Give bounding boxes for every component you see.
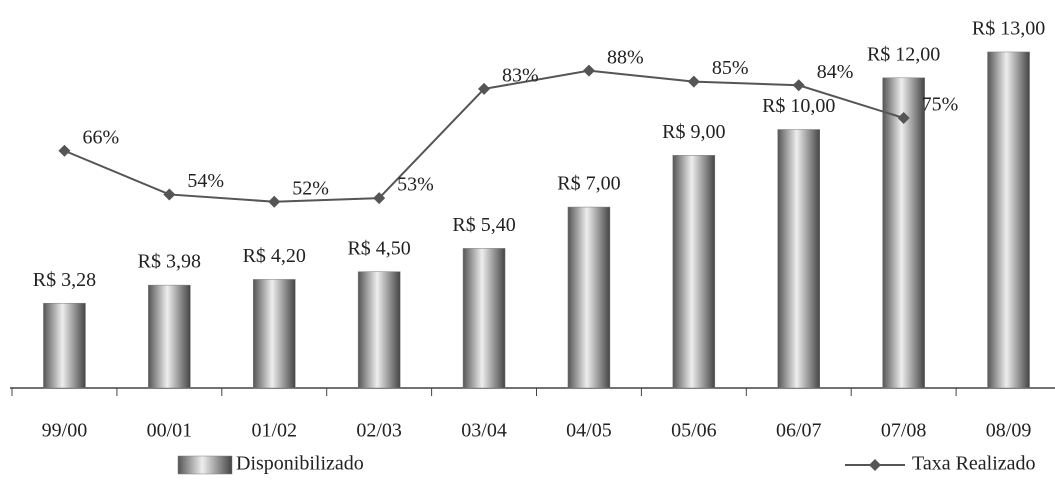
bar-value-label: R$ 12,00: [867, 43, 940, 65]
legend-swatch-point: [869, 459, 881, 471]
legend-label: Disponibilizado: [236, 453, 364, 475]
line-value-label: 52%: [292, 177, 329, 199]
line-value-label: 66%: [82, 126, 119, 148]
bar-value-label: R$ 5,40: [452, 214, 515, 236]
bar-value-label: R$ 4,50: [347, 237, 410, 259]
bar: [148, 284, 191, 389]
bar: [357, 271, 401, 389]
line-value-label: 75%: [922, 94, 959, 116]
x-tick-label: 01/02: [251, 420, 297, 442]
x-tick-label: 08/09: [986, 420, 1032, 442]
line-value-label: 53%: [397, 174, 434, 196]
line-point: [687, 75, 700, 88]
bar: [672, 155, 716, 389]
line-point: [268, 195, 281, 208]
bar: [987, 51, 1030, 389]
bar: [43, 302, 86, 389]
bar-value-label: R$ 7,00: [557, 173, 620, 195]
x-tick-label: 03/04: [461, 420, 507, 442]
bar: [462, 248, 506, 389]
bar-value-label: R$ 13,00: [972, 18, 1045, 40]
bar: [777, 129, 820, 389]
x-tick-label: 06/07: [776, 420, 822, 442]
line-value-label: 84%: [817, 61, 854, 83]
line-value-label: 83%: [502, 64, 539, 86]
legend-swatch: [177, 455, 233, 475]
x-tick-label: 05/06: [671, 420, 717, 442]
x-tick-label: 07/08: [881, 420, 927, 442]
line-value-label: 88%: [607, 46, 644, 68]
line-point: [478, 82, 491, 95]
bar: [253, 279, 296, 389]
line-point: [582, 64, 595, 77]
x-tick-label: 04/05: [566, 420, 612, 442]
line-point: [163, 188, 176, 201]
bar-value-label: R$ 10,00: [762, 95, 835, 117]
x-tick-label: 02/03: [356, 420, 402, 442]
x-tick-label: 00/01: [147, 420, 193, 442]
bar-value-label: R$ 9,00: [662, 121, 725, 143]
line-point: [897, 112, 910, 124]
legend-label: Taxa Realizado: [912, 453, 1036, 475]
x-tick-label: 99/00: [42, 420, 88, 442]
line-value-label: 85%: [712, 57, 749, 79]
bar-value-label: R$ 3,98: [138, 251, 201, 273]
line-point: [58, 144, 71, 157]
line-point: [792, 79, 805, 92]
bar: [882, 77, 925, 389]
bar-value-label: R$ 3,28: [33, 269, 96, 291]
line-value-label: 54%: [187, 170, 224, 192]
bar-value-label: R$ 4,20: [243, 245, 306, 267]
bar: [567, 206, 611, 389]
line-point: [373, 192, 386, 205]
